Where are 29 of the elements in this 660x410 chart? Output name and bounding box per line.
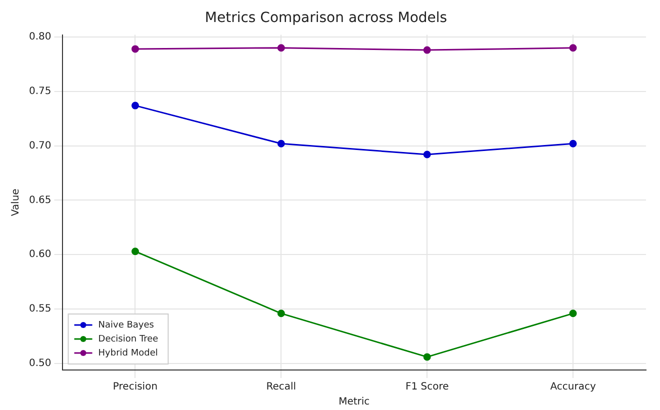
point bbox=[569, 310, 577, 318]
point bbox=[277, 310, 285, 318]
y-tick-label: 0.65 bbox=[29, 194, 52, 206]
y-tick-label: 0.70 bbox=[29, 140, 52, 152]
y-tick-label: 0.55 bbox=[29, 304, 52, 315]
point bbox=[569, 140, 577, 148]
point bbox=[423, 46, 431, 54]
point bbox=[277, 44, 285, 52]
x-tick-label: Recall bbox=[266, 382, 296, 393]
x-tick-label: Precision bbox=[112, 382, 158, 393]
chart-title: Metrics Comparison across Models bbox=[204, 10, 448, 26]
legend-label: Hybrid Model bbox=[98, 348, 158, 358]
point bbox=[277, 140, 285, 148]
x-tick-label: Accuracy bbox=[550, 382, 596, 393]
y-tick-label: 0.60 bbox=[29, 249, 52, 260]
point bbox=[423, 353, 431, 361]
point bbox=[423, 150, 431, 158]
legend-label: Naive Bayes bbox=[98, 320, 154, 330]
legend-label: Decision Tree bbox=[98, 334, 159, 344]
x-axis-title: Metric bbox=[338, 396, 370, 408]
point bbox=[131, 248, 139, 256]
y-tick-label: 0.75 bbox=[29, 86, 52, 97]
y-tick-label: 0.50 bbox=[29, 358, 52, 370]
y-tick-label: 0.80 bbox=[29, 32, 52, 43]
point bbox=[131, 45, 139, 53]
x-tick-label: F1 Score bbox=[405, 382, 449, 393]
y-axis-title: Value bbox=[10, 188, 22, 216]
point bbox=[131, 102, 139, 110]
point bbox=[569, 44, 577, 52]
